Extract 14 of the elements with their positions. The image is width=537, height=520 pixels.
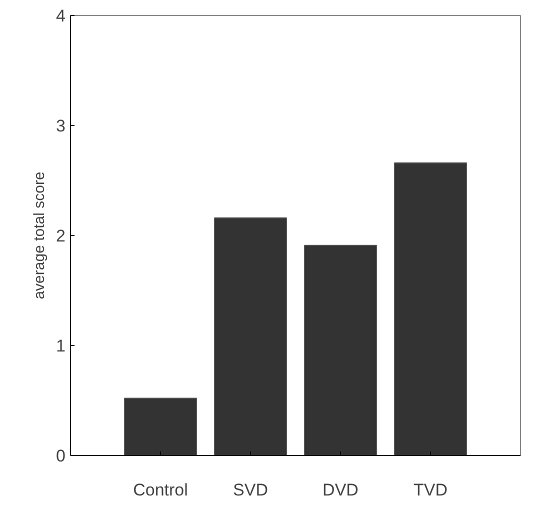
x-tick-label: TVD [414, 480, 448, 500]
bar [124, 398, 197, 456]
bar [214, 217, 287, 456]
y-tick-label: 1 [56, 336, 66, 356]
y-tick-label: 3 [56, 116, 66, 136]
x-tick-label: DVD [322, 480, 358, 500]
bar [304, 244, 377, 456]
y-tick-label: 0 [56, 446, 66, 466]
y-tick-label: 2 [56, 226, 66, 246]
x-tick-label: Control [133, 480, 188, 500]
y-tick-label: 4 [56, 6, 66, 26]
y-axis-title: average total score [31, 172, 48, 300]
bar [394, 162, 467, 456]
x-tick-label: SVD [233, 480, 268, 500]
